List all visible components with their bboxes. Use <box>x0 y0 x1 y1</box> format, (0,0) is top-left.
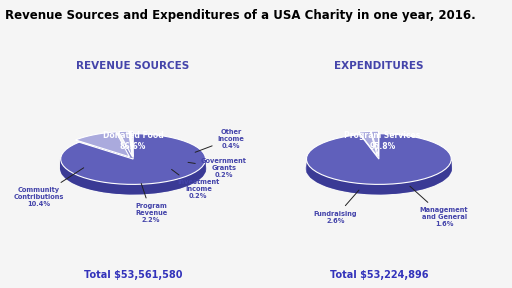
Text: Government
Grants
0.2%: Government Grants 0.2% <box>188 158 247 178</box>
Text: Community
Contributions
10.4%: Community Contributions 10.4% <box>14 168 83 207</box>
Polygon shape <box>131 131 133 156</box>
Polygon shape <box>75 132 130 157</box>
Polygon shape <box>359 131 377 157</box>
Polygon shape <box>307 134 451 184</box>
Polygon shape <box>307 161 451 194</box>
Text: Revenue Sources and Expenditures of a USA Charity in one year, 2016.: Revenue Sources and Expenditures of a US… <box>5 9 476 22</box>
Ellipse shape <box>60 143 206 194</box>
Text: Donated Food
86.6%: Donated Food 86.6% <box>103 131 163 151</box>
Polygon shape <box>61 160 205 194</box>
Polygon shape <box>61 134 206 184</box>
Text: EXPENDITURES: EXPENDITURES <box>334 61 423 71</box>
Ellipse shape <box>306 143 452 194</box>
Polygon shape <box>119 131 132 157</box>
Polygon shape <box>130 131 133 156</box>
Text: Program
Revenue
2.2%: Program Revenue 2.2% <box>135 183 167 223</box>
Text: Total $53,224,896: Total $53,224,896 <box>330 270 428 280</box>
Text: Management
and General
1.6%: Management and General 1.6% <box>410 186 468 227</box>
Text: Other
Income
0.4%: Other Income 0.4% <box>195 129 244 152</box>
Text: Investment
Income
0.2%: Investment Income 0.2% <box>172 169 220 200</box>
Text: Total $53,561,580: Total $53,561,580 <box>84 270 182 280</box>
Polygon shape <box>371 131 378 156</box>
Text: Program Services
95.8%: Program Services 95.8% <box>345 131 421 151</box>
Text: Fundraising
2.6%: Fundraising 2.6% <box>314 190 359 223</box>
Text: REVENUE SOURCES: REVENUE SOURCES <box>76 61 190 71</box>
Polygon shape <box>129 131 133 156</box>
